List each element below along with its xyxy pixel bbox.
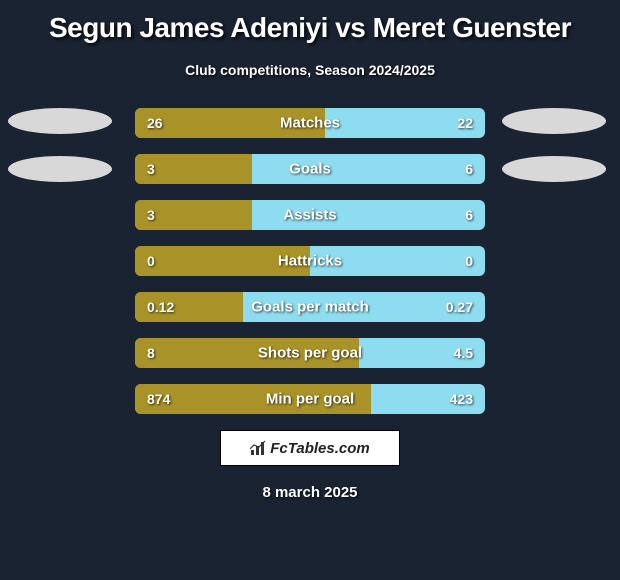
stat-label: Matches bbox=[280, 115, 340, 132]
chart-area: 26 22 Matches 3 6 Goals 3 6 Assists 0 0 Hattricks 0.… bbox=[0, 108, 620, 414]
date-label: 8 march 2025 bbox=[0, 484, 620, 501]
stat-left-value: 3 bbox=[147, 207, 155, 223]
stat-label: Shots per goal bbox=[258, 345, 362, 362]
logo-text: FcTables.com bbox=[270, 440, 369, 457]
logo-box[interactable]: FcTables.com bbox=[220, 430, 400, 466]
stat-left-value: 3 bbox=[147, 161, 155, 177]
stat-label: Assists bbox=[283, 207, 336, 224]
stat-label: Goals bbox=[289, 161, 331, 178]
stat-right-value: 0 bbox=[465, 253, 473, 269]
stat-left-value: 8 bbox=[147, 345, 155, 361]
stat-label: Min per goal bbox=[266, 391, 354, 408]
chart-icon bbox=[250, 440, 266, 456]
comparison-bars: 26 22 Matches 3 6 Goals 3 6 Assists 0 0 Hattricks 0.… bbox=[135, 108, 485, 414]
stat-left-value: 26 bbox=[147, 115, 163, 131]
stat-bar: 0.12 0.27 Goals per match bbox=[135, 292, 485, 322]
stat-bar: 3 6 Assists bbox=[135, 200, 485, 230]
page-subtitle: Club competitions, Season 2024/2025 bbox=[0, 62, 620, 78]
stat-bar: 874 423 Min per goal bbox=[135, 384, 485, 414]
right-team-badges bbox=[502, 108, 612, 204]
stat-right-value: 6 bbox=[465, 207, 473, 223]
stat-bar: 8 4.5 Shots per goal bbox=[135, 338, 485, 368]
stat-right-value: 0.27 bbox=[446, 299, 473, 315]
stat-bar: 0 0 Hattricks bbox=[135, 246, 485, 276]
page-title: Segun James Adeniyi vs Meret Guenster bbox=[0, 0, 620, 44]
stat-right-value: 6 bbox=[465, 161, 473, 177]
team-badge-placeholder bbox=[502, 108, 606, 134]
left-team-badges bbox=[8, 108, 118, 204]
stat-bar: 3 6 Goals bbox=[135, 154, 485, 184]
stat-right-value: 22 bbox=[457, 115, 473, 131]
stat-left-value: 874 bbox=[147, 391, 170, 407]
stat-bar: 26 22 Matches bbox=[135, 108, 485, 138]
stat-label: Goals per match bbox=[251, 299, 369, 316]
stat-left-value: 0.12 bbox=[147, 299, 174, 315]
team-badge-placeholder bbox=[8, 108, 112, 134]
stat-left-value: 0 bbox=[147, 253, 155, 269]
stat-label: Hattricks bbox=[278, 253, 342, 270]
team-badge-placeholder bbox=[502, 156, 606, 182]
team-badge-placeholder bbox=[8, 156, 112, 182]
stat-right-value: 4.5 bbox=[454, 345, 473, 361]
stat-right-value: 423 bbox=[450, 391, 473, 407]
